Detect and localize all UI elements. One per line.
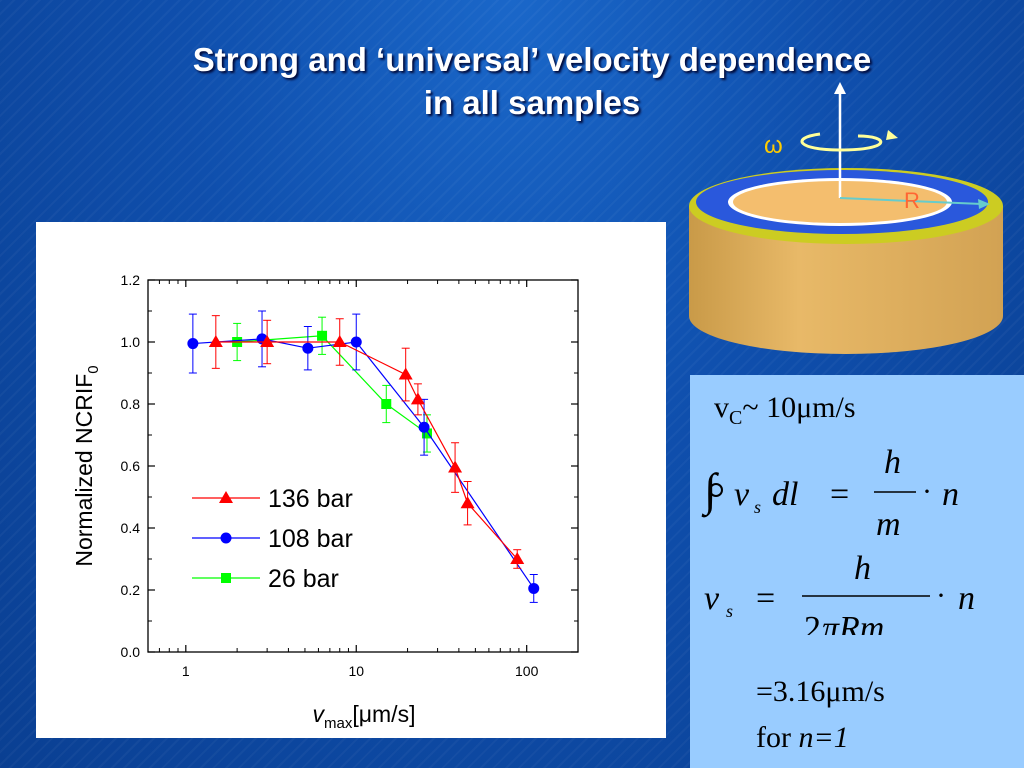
y-tick-label: 0.0 — [121, 644, 141, 660]
axis-ticks: 0.0 0.2 0.4 0.6 0.8 1.0 1.2 1 10 100 — [121, 272, 578, 679]
formula-equations: ∫ v s dl = h m · n v s = h 2 πRm · n — [701, 444, 975, 635]
svg-text:·: · — [936, 579, 946, 612]
formula-panel: vC~ 10μm/s ∫ v s dl = h m · n v s = h 2 … — [690, 375, 1024, 768]
svg-text:h: h — [854, 550, 871, 587]
legend-marker — [220, 532, 232, 544]
y-tick-label: 1.2 — [121, 272, 141, 288]
legend-label: 26 bar — [268, 565, 339, 593]
result-value: =3.16μm/s — [756, 675, 885, 708]
legend-label: 108 bar — [268, 525, 353, 553]
result-condition: for n=1 — [756, 721, 849, 754]
y-tick-label: 0.4 — [121, 520, 141, 536]
series-layer — [187, 310, 540, 603]
series-line — [192, 338, 535, 589]
svg-text:=: = — [830, 476, 849, 513]
chart-panel: 0.0 0.2 0.4 0.6 0.8 1.0 1.2 1 10 100 136 bar 108 b… — [36, 222, 666, 738]
data-point — [528, 582, 540, 594]
y-tick-label: 1.0 — [121, 334, 141, 350]
chart: 0.0 0.2 0.4 0.6 0.8 1.0 1.2 1 10 100 136 bar 108 b… — [71, 272, 579, 732]
cylinder-body — [689, 206, 1003, 354]
svg-text:·: · — [922, 475, 932, 508]
svg-text:v: v — [704, 580, 720, 617]
radius-arrow-icon — [978, 199, 990, 209]
rotation-arrowhead-icon — [886, 130, 898, 140]
x-axis-label: vmax[μm/s] — [313, 701, 416, 732]
series-136-bar — [208, 315, 525, 569]
radius-label: R — [904, 188, 920, 213]
data-point — [317, 330, 328, 341]
svg-text:=: = — [756, 580, 775, 617]
inner-disk — [733, 181, 947, 223]
x-tick-label: 100 — [515, 663, 539, 679]
svg-text:n: n — [958, 580, 975, 617]
data-point — [208, 335, 223, 347]
series-line — [237, 335, 428, 434]
data-point — [381, 399, 392, 409]
legend-marker — [221, 573, 231, 583]
data-point — [350, 336, 362, 348]
svg-text:m: m — [876, 506, 901, 543]
title-line-2: in all samples — [423, 84, 641, 121]
legend: 136 bar 108 bar 26 bar — [192, 485, 353, 593]
legend-label: 136 bar — [268, 485, 353, 513]
critical-velocity-text: vC~ 10μm/s — [714, 391, 856, 429]
equation-circulation: ∫ v s dl = h m · n — [701, 444, 959, 543]
svg-text:v: v — [734, 476, 750, 513]
data-point — [448, 460, 463, 473]
radius-line — [839, 197, 983, 205]
y-tick-label: 0.6 — [121, 458, 141, 474]
rotating-cylinder-diagram: ω R — [689, 82, 1003, 354]
equation-superfluid-velocity: v s = h 2 πRm · n — [704, 550, 975, 635]
y-tick-label: 0.2 — [121, 582, 141, 598]
series-line — [215, 341, 518, 560]
data-point — [260, 335, 275, 347]
legend-marker — [219, 491, 233, 503]
svg-text:n: n — [942, 476, 959, 513]
y-tick-label: 0.8 — [121, 396, 141, 412]
x-tick-label: 1 — [182, 663, 190, 679]
svg-text:2: 2 — [804, 610, 821, 635]
svg-text:h: h — [884, 444, 901, 481]
rotation-arrow-icon — [800, 132, 882, 152]
series-108-bar — [187, 310, 540, 603]
svg-text:πRm: πRm — [822, 610, 884, 635]
data-point — [398, 367, 413, 380]
data-point — [332, 335, 347, 347]
svg-text:s: s — [754, 497, 761, 517]
slide-title: Strong and ‘universal’ velocity dependen… — [60, 38, 1004, 124]
data-point — [410, 392, 425, 405]
data-point — [418, 421, 430, 433]
data-point — [187, 338, 199, 350]
data-point — [302, 342, 314, 354]
svg-text:s: s — [726, 601, 733, 621]
omega-label: ω — [764, 132, 783, 159]
data-point — [510, 552, 525, 564]
data-point — [421, 428, 432, 439]
svg-text:dl: dl — [772, 476, 798, 513]
data-point — [460, 496, 475, 509]
plot-frame — [147, 279, 579, 653]
x-tick-label: 10 — [348, 663, 364, 679]
y-axis-label: Normalized NCRIF0 — [71, 365, 102, 566]
title-line-1: Strong and ‘universal’ velocity dependen… — [192, 41, 872, 78]
axis-arrow-icon — [834, 82, 846, 94]
